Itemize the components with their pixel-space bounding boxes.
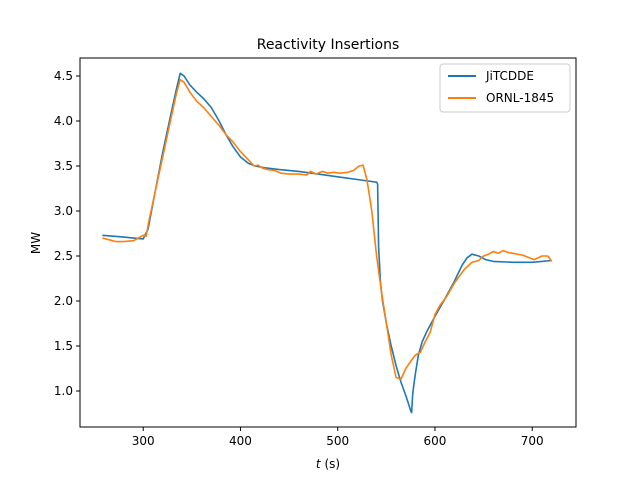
y-tick-label: 4.0 xyxy=(54,114,73,128)
y-tick-label: 1.0 xyxy=(54,384,73,398)
series-line-jitcdde xyxy=(102,72,552,414)
legend: JiTCDDE ORNL-1845 xyxy=(439,63,571,113)
y-tick-label: 3.0 xyxy=(54,204,73,218)
x-tick-label: 500 xyxy=(326,434,349,448)
chart-title: Reactivity Insertions xyxy=(257,37,400,53)
legend-label-ornl-1845: ORNL-1845 xyxy=(486,91,554,105)
x-axis-label-unit: (s) xyxy=(321,457,340,471)
y-axis-label: MW xyxy=(29,232,43,254)
y-tick-label: 4.5 xyxy=(54,69,73,83)
y-tick-label: 2.0 xyxy=(54,294,73,308)
series-layer xyxy=(102,72,553,414)
x-axis-label-variable: t xyxy=(316,457,322,471)
x-axis-ticks: 300 400 500 600 700 xyxy=(132,427,544,448)
x-tick-label: 400 xyxy=(229,434,252,448)
x-tick-label: 300 xyxy=(132,434,155,448)
x-tick-label: 700 xyxy=(521,434,544,448)
y-tick-label: 3.5 xyxy=(54,159,73,173)
y-axis-ticks: 1.0 1.5 2.0 2.5 3.0 3.5 4.0 4.5 xyxy=(54,69,80,398)
legend-label-jitcdde: JiTCDDE xyxy=(485,69,534,83)
y-tick-label: 2.5 xyxy=(54,249,73,263)
series-line-ornl-1845 xyxy=(102,78,553,381)
y-tick-label: 1.5 xyxy=(54,339,73,353)
plot-area-frame xyxy=(79,57,577,428)
x-tick-label: 600 xyxy=(424,434,447,448)
x-axis-label: t (s) xyxy=(316,457,340,471)
